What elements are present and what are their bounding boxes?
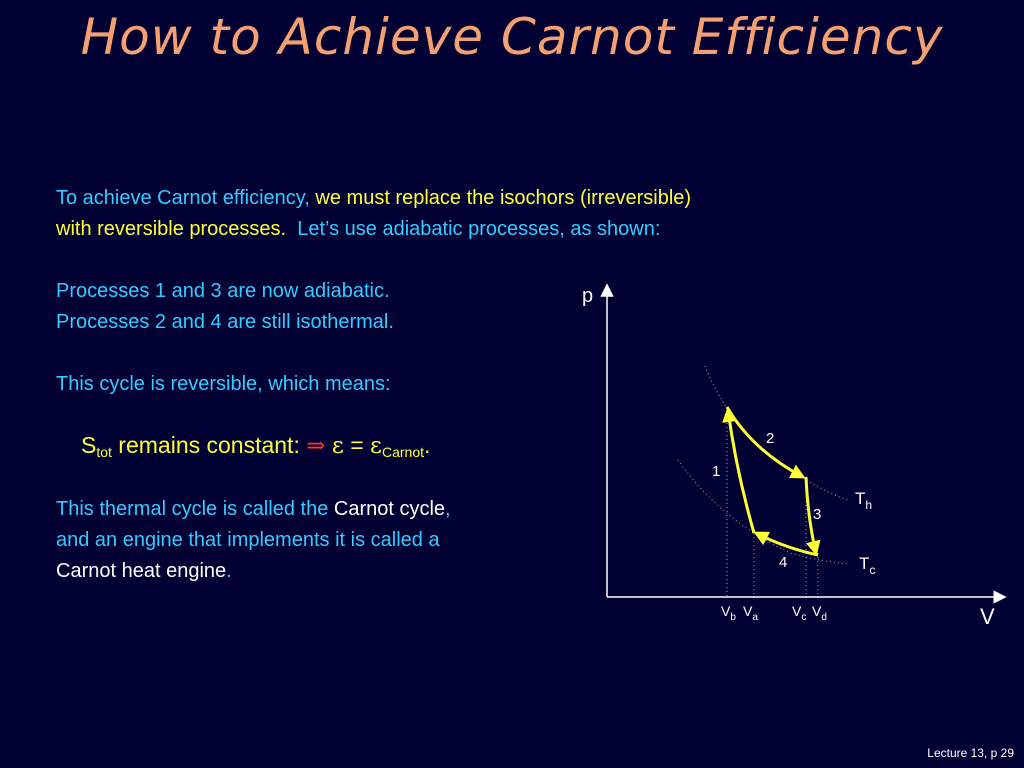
remains-text: remains constant: bbox=[111, 432, 307, 458]
vd-subscript: d bbox=[821, 612, 827, 623]
s-symbol: S bbox=[81, 432, 97, 458]
paragraph-intro: To achieve Carnot efficiency, we must re… bbox=[56, 183, 691, 245]
intro-line-1: To achieve Carnot efficiency, we must re… bbox=[56, 183, 691, 214]
vc-subscript: c bbox=[801, 612, 806, 623]
process-label-3: 3 bbox=[813, 506, 821, 523]
epsilon-symbol: ε bbox=[331, 433, 344, 459]
vd-label: Vd bbox=[812, 603, 827, 623]
processes-line-1: Processes 1 and 3 are now adiabatic. bbox=[56, 280, 390, 302]
carnot-text-c: , bbox=[445, 498, 451, 520]
vb-subscript: b bbox=[730, 612, 736, 623]
tc-symbol: T bbox=[859, 554, 869, 573]
page-title: How to Achieve Carnot Efficiency bbox=[80, 8, 944, 66]
carnot-text-f: . bbox=[226, 560, 232, 582]
paragraph-processes: Processes 1 and 3 are now adiabatic. Pro… bbox=[56, 276, 394, 338]
process-1-adiabatic bbox=[722, 407, 756, 534]
v-axis-label: V bbox=[980, 604, 995, 629]
summary-period: . bbox=[424, 432, 431, 458]
tc-subscript: c bbox=[869, 563, 875, 577]
processes-line-2: Processes 2 and 4 are still isothermal. bbox=[56, 311, 394, 333]
vc-symbol: V bbox=[792, 603, 802, 619]
process-3-adiabatic bbox=[804, 476, 821, 556]
intro-text-c: with reversible processes. bbox=[56, 218, 287, 240]
carnot-subscript: Carnot bbox=[381, 444, 424, 460]
process-4-isothermal bbox=[753, 531, 819, 557]
th-label: Th bbox=[855, 489, 872, 512]
s-subscript: tot bbox=[96, 444, 112, 460]
tc-label: Tc bbox=[859, 554, 875, 577]
slide-footer: Lecture 13, p 29 bbox=[927, 746, 1014, 760]
p-axis-label: p bbox=[582, 285, 593, 307]
implies-arrow: ⇒ bbox=[306, 433, 326, 459]
process-label-1: 1 bbox=[712, 463, 720, 480]
intro-text-a: To achieve Carnot efficiency, bbox=[56, 187, 316, 209]
intro-line-2: with reversible processes. Let’s use adi… bbox=[56, 214, 691, 245]
th-subscript: h bbox=[865, 498, 872, 512]
carnot-line-3: Carnot heat engine. bbox=[56, 556, 451, 587]
intro-text-b: we must replace the isochors (irreversib… bbox=[315, 187, 692, 209]
process-label-2: 2 bbox=[766, 430, 774, 447]
va-label: Va bbox=[743, 603, 758, 623]
paragraph-carnot: This thermal cycle is called the Carnot … bbox=[56, 494, 451, 587]
isotherm-tc-curve bbox=[677, 459, 849, 565]
vd-symbol: V bbox=[812, 603, 822, 619]
va-subscript: a bbox=[752, 612, 758, 623]
vb-symbol: V bbox=[721, 603, 731, 619]
va-symbol: V bbox=[743, 603, 753, 619]
carnot-cycle-term: Carnot cycle bbox=[333, 498, 446, 520]
epsilon-carnot-symbol: ε bbox=[370, 433, 382, 459]
intro-text-d: Let’s use adiabatic processes, as shown: bbox=[297, 218, 661, 240]
th-symbol: T bbox=[855, 489, 865, 508]
carnot-line-2: and an engine that implements it is call… bbox=[56, 529, 440, 551]
vb-label: Vb bbox=[721, 603, 736, 623]
paragraph-reversible: This cycle is reversible, which means: bbox=[56, 373, 391, 395]
isotherm-th-curve bbox=[704, 365, 849, 501]
carnot-engine-term: Carnot heat engine bbox=[56, 560, 227, 582]
carnot-line-1: This thermal cycle is called the Carnot … bbox=[56, 494, 451, 525]
entropy-summary: Stot remains constant: ⇒ ε = εCarnot. bbox=[81, 430, 430, 468]
equals-sign: = bbox=[343, 432, 371, 458]
process-label-4: 4 bbox=[779, 554, 787, 571]
carnot-text-a: This thermal cycle is called the bbox=[56, 498, 334, 520]
vc-label: Vc bbox=[792, 603, 806, 623]
